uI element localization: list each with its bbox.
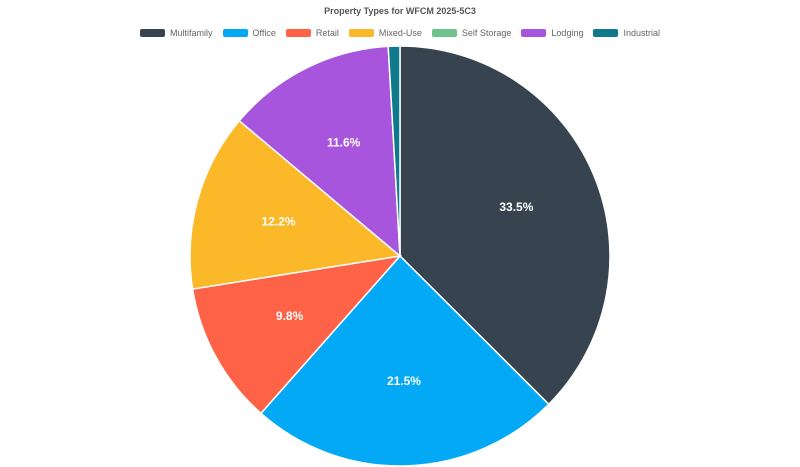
legend-label-office: Office	[252, 28, 276, 38]
legend-swatch-lodging	[521, 29, 547, 37]
legend-swatch-industrial	[593, 29, 619, 37]
legend-item-multifamily[interactable]: Multifamily	[140, 28, 213, 38]
legend-item-industrial[interactable]: Industrial	[593, 28, 660, 38]
pie-slice-industrial[interactable]	[387, 45, 401, 257]
legend-label-industrial: Industrial	[623, 28, 660, 38]
legend-swatch-retail	[285, 29, 311, 37]
legend-label-self-storage: Self Storage	[461, 28, 512, 38]
pie-slice-mixed-use[interactable]	[189, 119, 402, 290]
legend-item-self-storage[interactable]: Self Storage	[431, 28, 512, 38]
data-label-retail: 9.8%	[276, 309, 304, 323]
legend-item-office[interactable]: Office	[222, 28, 276, 38]
data-label-mixed-use: 12.2%	[262, 214, 296, 228]
legend-label-mixed-use: Mixed-Use	[378, 28, 422, 38]
legend-item-retail[interactable]: Retail	[285, 28, 339, 38]
data-label-multifamily: 33.5%	[499, 200, 533, 214]
legend-item-lodging[interactable]: Lodging	[521, 28, 583, 38]
legend-item-mixed-use[interactable]: Mixed-Use	[348, 28, 422, 38]
legend-label-lodging: Lodging	[551, 28, 584, 38]
pie-slice-office[interactable]	[259, 254, 550, 467]
legend-swatch-mixed-use	[348, 29, 374, 37]
legend-swatch-multifamily	[140, 29, 165, 37]
pie-slice-multifamily[interactable]	[399, 45, 611, 406]
pie-slice-lodging[interactable]	[238, 45, 401, 258]
data-label-office: 21.5%	[387, 374, 421, 388]
chart-title: Property Types for WFCM 2025-5C3	[324, 6, 476, 16]
pie-slice-retail[interactable]	[191, 254, 402, 415]
legend-swatch-office	[222, 29, 248, 37]
data-label-lodging: 11.6%	[327, 135, 361, 149]
legend-label-retail: Retail	[315, 28, 339, 38]
legend-swatch-self-storage	[431, 29, 457, 37]
legend: Multifamily Office Retail Mixed-Use Self…	[0, 28, 800, 38]
legend-label-multifamily: Multifamily	[170, 28, 213, 38]
